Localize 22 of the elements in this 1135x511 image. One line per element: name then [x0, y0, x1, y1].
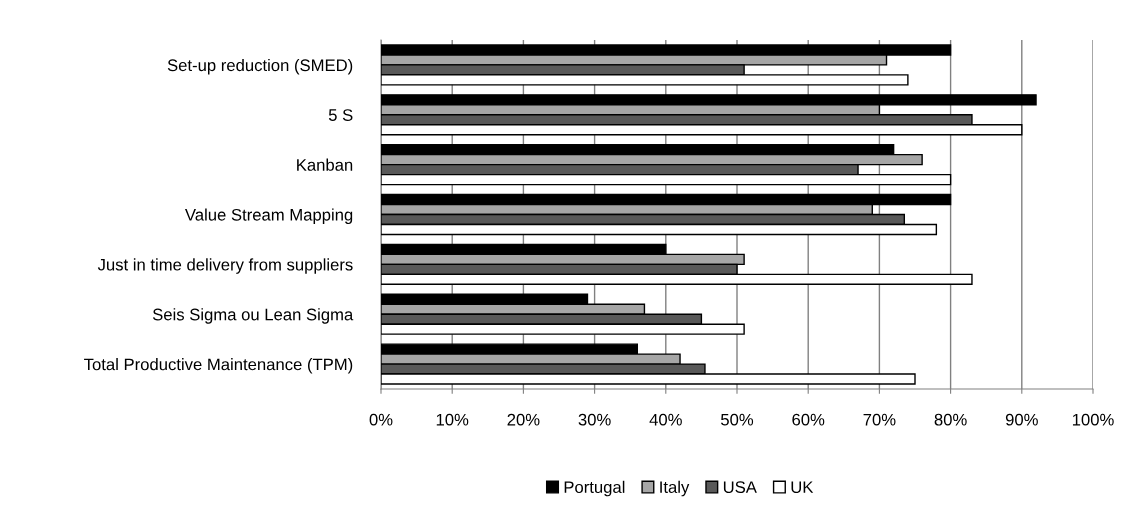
- y-tick-label: Just in time delivery from suppliers: [97, 258, 353, 274]
- y-tick-label: Set-up reduction (SMED): [167, 58, 353, 75]
- x-tick-label: 50%: [720, 413, 754, 426]
- x-tick-label: 0%: [369, 413, 393, 426]
- y-tick-label: Kanban: [297, 158, 353, 171]
- x-tick-label: 40%: [649, 413, 682, 426]
- x-tick-label: 80%: [934, 413, 967, 426]
- x-tick-label: 90%: [1005, 413, 1038, 426]
- y-tick-label: Total Productive Maintenance (TPM): [84, 358, 353, 374]
- x-tick-label: 100%: [1072, 413, 1114, 426]
- y-tick-label: Seis Sigma ou Lean Sigma: [152, 308, 354, 324]
- legend-label: USA: [723, 481, 757, 494]
- legend-label: Portugal: [564, 480, 625, 497]
- x-tick-label: 10%: [436, 413, 469, 426]
- x-tick-label: 70%: [863, 413, 896, 426]
- y-tick-label: 5 S: [328, 109, 353, 121]
- legend-label: UK: [791, 481, 814, 494]
- x-tick-label: 20%: [507, 413, 540, 426]
- y-tick-label: Value Stream Mapping: [185, 208, 353, 224]
- legend-label: Italy: [660, 480, 690, 497]
- x-tick-label: 30%: [578, 413, 611, 426]
- x-tick-label: 60%: [792, 413, 825, 426]
